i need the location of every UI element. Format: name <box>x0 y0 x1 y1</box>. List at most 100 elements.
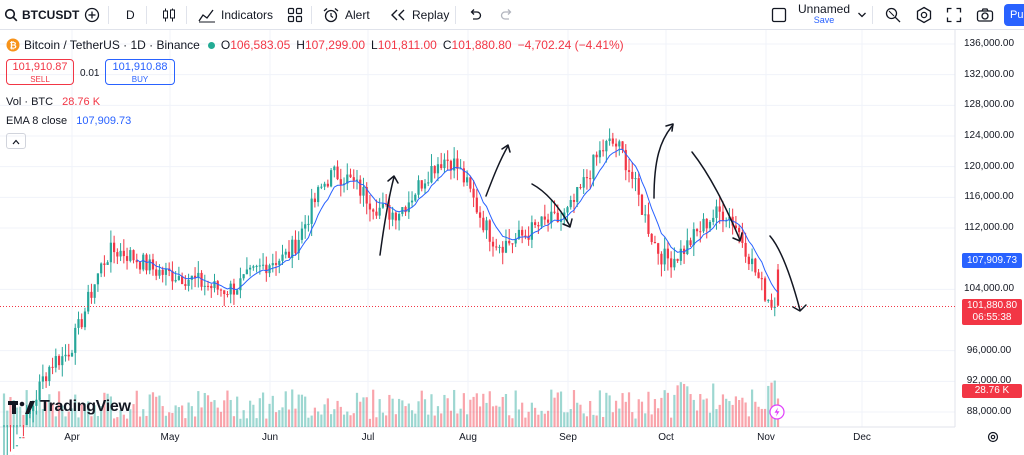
square-icon <box>771 7 787 23</box>
price-axis-label: 124,000.00 <box>963 130 1015 141</box>
volume-bar <box>443 394 446 427</box>
candle-body <box>297 239 300 254</box>
replay-button[interactable]: Replay <box>390 0 449 30</box>
redo-button[interactable] <box>500 0 514 30</box>
candle-body <box>689 240 692 246</box>
volume-legend[interactable]: Vol · BTC 28.76 K <box>6 96 100 108</box>
candle-body <box>113 242 116 253</box>
volume-bar <box>100 406 103 427</box>
candle-body <box>666 248 669 259</box>
collapse-legend-button[interactable] <box>6 133 26 149</box>
volume-bar <box>6 410 9 427</box>
volume-bar <box>355 392 359 427</box>
alert-button[interactable]: Alert <box>322 0 370 30</box>
publish-button[interactable]: Pu <box>1004 4 1024 26</box>
price-axis-label: 136,000.00 <box>963 38 1015 49</box>
volume-bar <box>255 418 258 427</box>
volume-bar <box>226 390 229 427</box>
candle-body <box>242 274 245 279</box>
interval-button[interactable]: D <box>126 0 135 30</box>
buy-button[interactable]: 101,910.88 BUY <box>105 59 175 85</box>
layout-menu-button[interactable] <box>857 0 867 30</box>
volume-bar <box>151 392 155 427</box>
save-status: Save <box>813 15 835 25</box>
price-chart[interactable] <box>0 30 1024 455</box>
candle-body <box>414 194 417 201</box>
candle-body <box>741 232 744 243</box>
candle-body <box>287 251 291 258</box>
volume-bar <box>336 400 339 427</box>
candle-body <box>278 260 281 265</box>
candle-body <box>336 166 339 180</box>
candle-body <box>695 229 699 232</box>
quick-search-button[interactable] <box>884 0 902 30</box>
undo-button[interactable] <box>468 0 482 30</box>
symbol-search[interactable]: BTCUSDT <box>4 0 79 30</box>
candle-body <box>718 206 721 212</box>
candle-body <box>155 269 158 276</box>
volume-bar <box>317 411 320 427</box>
candle-body <box>475 197 478 213</box>
candle-body <box>300 228 304 240</box>
candle-body <box>184 284 187 286</box>
rewind-icon <box>391 9 405 21</box>
volume-bar <box>624 401 627 427</box>
candle-body <box>61 356 64 366</box>
volume-bar <box>469 399 472 427</box>
volume-bar <box>712 383 715 427</box>
volume-bar <box>582 413 585 427</box>
candle-body <box>15 445 19 447</box>
templates-button[interactable] <box>287 0 303 30</box>
volume-bar <box>618 408 621 427</box>
volume-bar <box>135 390 138 427</box>
volume-bar <box>190 406 193 427</box>
chart-type-button[interactable] <box>161 0 177 30</box>
fullscreen-button[interactable] <box>946 0 962 30</box>
volume-bar <box>242 410 245 427</box>
layout-name-button[interactable]: Unnamed Save <box>798 0 850 30</box>
volume-bar <box>339 406 342 427</box>
candle-body <box>511 243 514 245</box>
candle-body <box>226 294 229 296</box>
candle-body <box>686 240 689 254</box>
settings-button[interactable] <box>915 0 933 30</box>
volume-bar <box>517 409 521 427</box>
volume-bar <box>271 395 274 427</box>
ema-legend[interactable]: EMA 8 close 107,909.73 <box>6 115 131 127</box>
candle-body <box>546 219 550 223</box>
candle-body <box>705 218 708 229</box>
volume-bar <box>634 418 637 427</box>
candle-body <box>310 198 313 224</box>
volume-bar <box>320 414 323 427</box>
volume-bar <box>514 390 517 427</box>
candle-body <box>206 285 210 287</box>
arrow-head <box>501 144 511 153</box>
compare-button[interactable] <box>84 0 100 30</box>
volume-bar <box>200 407 203 427</box>
volume-bar <box>61 405 64 427</box>
volume-bar <box>410 410 414 427</box>
snapshot-button[interactable] <box>976 0 994 30</box>
candle-body <box>32 405 35 412</box>
volume-bar <box>482 393 485 427</box>
grid-icon <box>287 7 303 23</box>
volume-bar <box>495 405 498 427</box>
candle-body <box>410 200 414 203</box>
volume-bar <box>90 416 93 427</box>
candle-body <box>51 366 54 368</box>
volume-bar <box>145 415 148 427</box>
volume-bar <box>54 416 57 427</box>
spread-value: 0.01 <box>80 68 100 79</box>
ema-line <box>136 148 779 293</box>
sell-button[interactable]: 101,910.87 SELL <box>6 59 74 85</box>
volume-bar <box>453 389 456 427</box>
symbol-legend-row[interactable]: ₿ Bitcoin / TetherUS · 1D · Binance O 106… <box>6 38 624 52</box>
candle-body <box>229 283 232 295</box>
candle-body <box>197 272 200 278</box>
candle-body <box>109 242 112 263</box>
tradingview-logo[interactable]: TradingView <box>8 398 131 416</box>
candle-body <box>80 319 83 328</box>
indicators-button[interactable]: Indicators <box>198 0 273 30</box>
volume-bar <box>699 394 702 427</box>
layout-checkbox[interactable] <box>771 0 787 30</box>
